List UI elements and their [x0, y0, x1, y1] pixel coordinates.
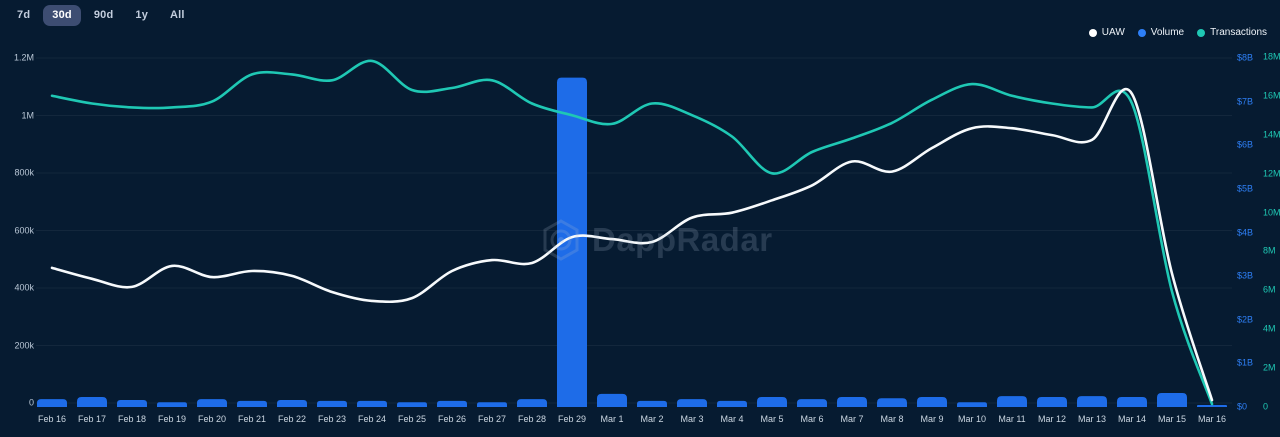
volume-bar-feb-24[interactable]: [357, 400, 387, 407]
legend-label: UAW: [1101, 27, 1125, 38]
time-range-1y[interactable]: 1y: [135, 9, 149, 21]
legend-item-uaw[interactable]: UAW: [1088, 27, 1125, 38]
volume-bar-feb-21[interactable]: [237, 400, 267, 407]
volume-bar-mar-13[interactable]: [1077, 396, 1107, 407]
time-range-30d[interactable]: 30d: [43, 5, 81, 26]
volume-bar-feb-26[interactable]: [437, 400, 467, 407]
volume-bar-mar-12[interactable]: [1037, 396, 1067, 407]
volume-bar-mar-3[interactable]: [677, 399, 707, 407]
volume-bar-mar-9[interactable]: [917, 396, 947, 407]
time-range-90d[interactable]: 90d: [93, 9, 114, 21]
volume-bar-feb-20[interactable]: [197, 399, 227, 407]
volume-bar-mar-16[interactable]: [1197, 405, 1227, 407]
volume-bar-mar-10[interactable]: [957, 402, 987, 407]
volume-bar-mar-1[interactable]: [597, 393, 627, 407]
legend-item-transactions[interactable]: Transactions: [1197, 27, 1267, 38]
volume-bar-feb-17[interactable]: [77, 396, 107, 407]
legend-item-volume[interactable]: Volume: [1137, 27, 1185, 38]
volume-bar-mar-2[interactable]: [637, 400, 667, 407]
transactions-line: [50, 59, 1214, 406]
legend-dot-icon: [1197, 28, 1206, 37]
chart-legend: UAW Volume Transactions: [1088, 27, 1267, 38]
uaw-line: [50, 87, 1214, 402]
volume-bar-feb-18[interactable]: [117, 400, 147, 407]
volume-bar-feb-25[interactable]: [397, 402, 427, 407]
time-range-all[interactable]: All: [170, 9, 185, 21]
volume-bar-mar-8[interactable]: [877, 398, 907, 407]
legend-dot-icon: [1137, 28, 1146, 37]
volume-bar-feb-16[interactable]: [37, 399, 67, 407]
volume-bar-feb-23[interactable]: [317, 400, 347, 407]
time-range-7d[interactable]: 7d: [17, 9, 31, 21]
legend-label: Volume: [1150, 27, 1185, 38]
volume-bar-mar-6[interactable]: [797, 399, 827, 407]
volume-bar-mar-4[interactable]: [717, 400, 747, 407]
volume-bar-feb-27[interactable]: [477, 402, 507, 407]
volume-bar-mar-14[interactable]: [1117, 396, 1147, 407]
volume-bar-feb-22[interactable]: [277, 400, 307, 407]
volume-bar-mar-15[interactable]: [1157, 393, 1187, 407]
volume-bar-mar-7[interactable]: [837, 396, 867, 407]
volume-bar-feb-29[interactable]: [557, 77, 587, 407]
legend-label: Transactions: [1210, 27, 1267, 38]
volume-bar-mar-5[interactable]: [757, 396, 787, 407]
volume-bar-feb-19[interactable]: [157, 402, 187, 407]
time-range-selector: 7d 30d 90d 1y All: [8, 5, 194, 26]
volume-bar-feb-28[interactable]: [517, 399, 547, 407]
volume-bar-mar-11[interactable]: [997, 396, 1027, 407]
legend-dot-icon: [1088, 28, 1097, 37]
